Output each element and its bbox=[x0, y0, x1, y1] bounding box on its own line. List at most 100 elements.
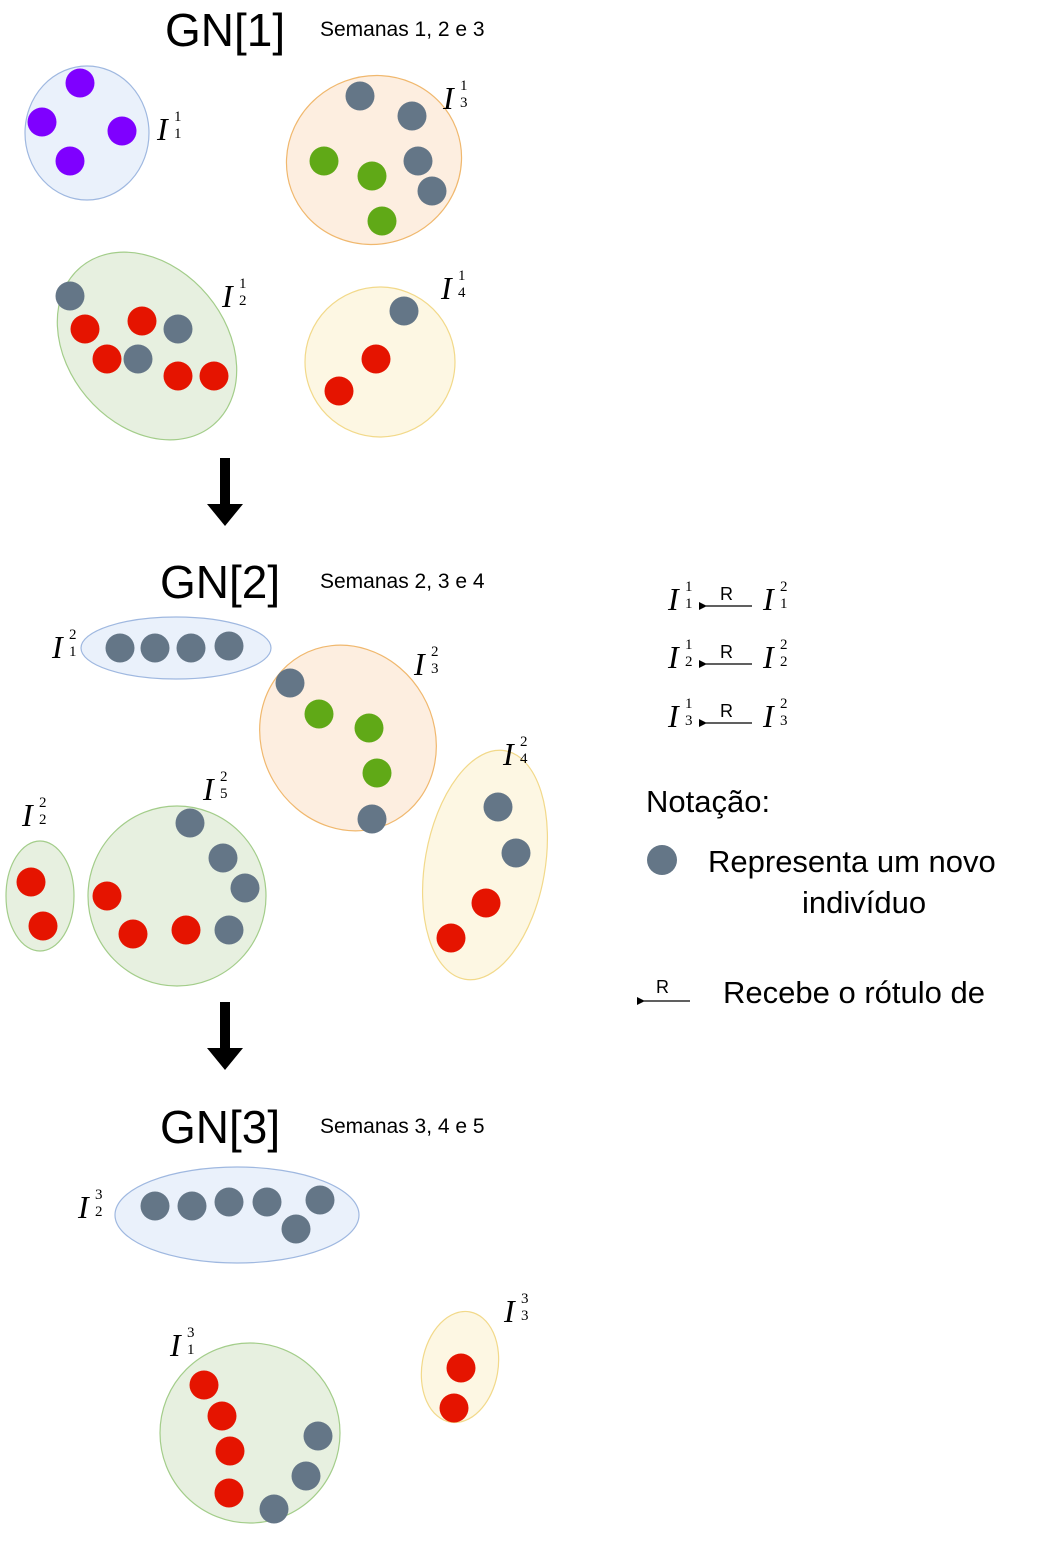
cluster-group-superscript: 1 bbox=[685, 579, 693, 595]
cluster-index-subscript: 1 bbox=[685, 596, 693, 612]
cluster-group-superscript: 3 bbox=[187, 1325, 195, 1341]
mapping-to-label: I 23 bbox=[762, 696, 788, 734]
mapping-from-label: I 11 bbox=[667, 579, 693, 617]
group-3-title: GN[3] bbox=[160, 1101, 280, 1153]
individual-dot bbox=[214, 915, 244, 945]
cluster-group-superscript: 2 bbox=[780, 579, 788, 595]
cluster-index-subscript: 5 bbox=[220, 786, 228, 802]
individual-dot bbox=[324, 376, 354, 406]
individual-dot bbox=[163, 314, 193, 344]
cluster-symbol: I bbox=[413, 646, 426, 682]
group-1-title: GN[1] bbox=[165, 4, 285, 56]
individual-dot bbox=[361, 344, 391, 374]
individual-dot bbox=[105, 633, 135, 663]
individual-dot bbox=[175, 808, 205, 838]
cluster-label: I 32 bbox=[77, 1187, 103, 1225]
cluster-index-subscript: 3 bbox=[460, 95, 468, 111]
cluster-group-superscript: 3 bbox=[521, 1291, 529, 1307]
cluster-label: I 24 bbox=[502, 734, 528, 772]
cluster-g3-i2: I 32 bbox=[77, 1166, 360, 1264]
cluster-symbol: I bbox=[762, 581, 775, 617]
individual-dot bbox=[215, 1436, 245, 1466]
mapping-row: I 12 R I 22 bbox=[667, 637, 788, 675]
individual-dot bbox=[92, 344, 122, 374]
individual-dot bbox=[107, 116, 137, 146]
cluster-g2-i2: I 22 bbox=[5, 795, 75, 952]
individual-dot bbox=[92, 881, 122, 911]
individual-dot bbox=[275, 668, 305, 698]
individual-dot bbox=[214, 1478, 244, 1508]
individual-dot bbox=[417, 176, 447, 206]
cluster-symbol: I bbox=[77, 1189, 90, 1225]
individual-dot bbox=[291, 1461, 321, 1491]
cluster-g1-i4: I 14 bbox=[304, 268, 466, 438]
cluster-symbol: I bbox=[667, 698, 680, 734]
cluster-boundary bbox=[56, 251, 238, 441]
cluster-symbol: I bbox=[156, 111, 169, 147]
cluster-g1-i2: I 12 bbox=[55, 251, 247, 441]
cluster-g2-i4: I 24 bbox=[421, 734, 549, 981]
cluster-index-subscript: 2 bbox=[239, 293, 247, 309]
cluster-index-subscript: 3 bbox=[685, 713, 693, 729]
cluster-boundary bbox=[259, 644, 437, 832]
individual-dot bbox=[140, 633, 170, 663]
individual-dot bbox=[123, 344, 153, 374]
individual-dot bbox=[483, 792, 513, 822]
cluster-g1-i3: I 13 bbox=[285, 74, 468, 246]
individual-dot bbox=[70, 314, 100, 344]
cluster-index-subscript: 3 bbox=[521, 1308, 529, 1324]
individual-dot bbox=[357, 804, 387, 834]
transition-arrow-1-2 bbox=[207, 458, 243, 526]
cluster-symbol: I bbox=[440, 270, 453, 306]
cluster-symbol: I bbox=[442, 80, 455, 116]
cluster-group-superscript: 2 bbox=[220, 769, 228, 785]
individual-dot bbox=[501, 838, 531, 868]
cluster-label: I 25 bbox=[202, 769, 228, 807]
individual-dot bbox=[140, 1191, 170, 1221]
cluster-index-subscript: 2 bbox=[39, 812, 47, 828]
cluster-boundary bbox=[24, 65, 150, 201]
cluster-index-subscript: 3 bbox=[431, 661, 439, 677]
individual-dot bbox=[199, 361, 229, 391]
notation-arrow-label: R bbox=[656, 977, 669, 997]
cluster-group-superscript: 2 bbox=[520, 734, 528, 750]
cluster-label: I 13 bbox=[442, 78, 468, 116]
individual-dot bbox=[403, 146, 433, 176]
cluster-symbol: I bbox=[762, 639, 775, 675]
group-2-title: GN[2] bbox=[160, 556, 280, 608]
transition-arrow-2-3 bbox=[207, 1002, 243, 1070]
cluster-group-superscript: 1 bbox=[685, 637, 693, 653]
clusters: I 11I 13I 12 I 14I 21 I 23I 24I 22I 25I 32I 31I 33 bbox=[5, 65, 549, 1524]
individual-dot bbox=[127, 306, 157, 336]
individual-dot bbox=[354, 713, 384, 743]
individual-dot bbox=[163, 361, 193, 391]
cluster-group-superscript: 2 bbox=[780, 637, 788, 653]
individual-dot bbox=[305, 1185, 335, 1215]
group-2-weeks: Semanas 2, 3 e 4 bbox=[320, 570, 485, 593]
mapping-row: I 13 R I 23 bbox=[667, 696, 788, 734]
cluster-boundary bbox=[421, 749, 549, 981]
cluster-g2-i1: I 21 bbox=[51, 616, 272, 680]
cluster-label: I 21 bbox=[51, 627, 77, 665]
mapping-row: I 11 R I 21 bbox=[667, 579, 788, 617]
individual-dot bbox=[252, 1187, 282, 1217]
cluster-symbol: I bbox=[51, 629, 64, 665]
cluster-group-superscript: 1 bbox=[685, 696, 693, 712]
individual-dot bbox=[16, 867, 46, 897]
cluster-label: I 22 bbox=[21, 795, 47, 833]
individual-dot bbox=[208, 843, 238, 873]
individual-dot bbox=[214, 631, 244, 661]
cluster-symbol: I bbox=[221, 278, 234, 314]
cluster-index-subscript: 2 bbox=[95, 1204, 103, 1220]
cluster-symbol: I bbox=[762, 698, 775, 734]
individual-dot bbox=[309, 146, 339, 176]
individual-dot bbox=[446, 1353, 476, 1383]
notation-dot-text-line2: indivíduo bbox=[802, 885, 926, 920]
cluster-g3-i3: I 33 bbox=[420, 1291, 529, 1424]
individual-dot bbox=[214, 1187, 244, 1217]
individual-dot bbox=[65, 68, 95, 98]
cluster-group-superscript: 1 bbox=[239, 276, 247, 292]
group-3-weeks: Semanas 3, 4 e 5 bbox=[320, 1115, 485, 1138]
notation-title: Notação: bbox=[646, 784, 770, 819]
individual-dot bbox=[259, 1494, 289, 1524]
